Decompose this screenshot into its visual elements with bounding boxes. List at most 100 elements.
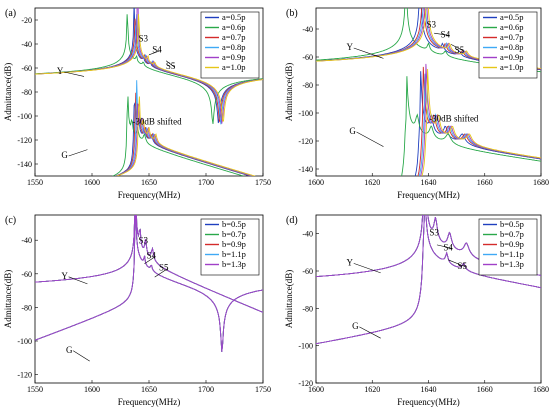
legend: b=0.5pb=0.7pb=0.9pb=1.1pb=1.3p — [200, 218, 260, 276]
annotation-leader — [64, 71, 85, 77]
annotation: S5 — [159, 262, 169, 272]
series-5-G-curve — [35, 215, 263, 341]
series-6-G-curve — [115, 96, 257, 176]
annotation: S4 — [152, 44, 162, 54]
x-tick-label: 1640 — [421, 385, 437, 394]
x-tick-label: 1700 — [198, 385, 214, 394]
x-tick-label: 1680 — [533, 385, 549, 394]
x-tick-label: 1600 — [84, 178, 100, 187]
annotation: S4 — [443, 242, 453, 252]
y-tick-label: -60 — [21, 270, 32, 279]
panel-1: 1550 1600 1650 1700 1750 -140 -120 -100 -80 -60 -4… — [3, 7, 271, 200]
annotation-leader — [353, 263, 381, 274]
legend-entry: b=1.3p — [500, 259, 524, 269]
series-2-Y-curve — [35, 14, 263, 124]
annotation: G — [349, 126, 356, 136]
panel-label: (c) — [5, 215, 16, 226]
annotation: Y — [57, 66, 64, 76]
annotation-leader — [356, 131, 384, 147]
panel-2: 1600 1620 1640 1660 1680 -140 -120 -100 -80 -60 -4… — [284, 7, 549, 200]
legend-entry: b=0.5p — [222, 219, 246, 229]
annotation: -30dB shifted — [429, 113, 479, 123]
legend-entry: b=0.9p — [500, 239, 524, 249]
x-tick-label: 1700 — [198, 178, 214, 187]
x-tick-label: 1750 — [255, 385, 271, 394]
annotation-leader — [165, 60, 175, 68]
annotation-leader — [434, 32, 450, 36]
legend-entry: a=0.6p — [500, 22, 523, 32]
panel-3: 1550 1600 1650 1700 1750 -120 -100 -80 -60 -40 Fre… — [3, 214, 271, 407]
annotation: Y — [347, 42, 354, 52]
legend-entry: a=0.5p — [500, 12, 523, 22]
curves — [35, 215, 263, 352]
y-tick-label: -40 — [302, 230, 313, 239]
y-tick-label: -100 — [298, 342, 313, 351]
x-tick-label: 1660 — [477, 178, 493, 187]
annotation-leader — [359, 326, 381, 339]
legend-box — [478, 218, 538, 276]
panel-4: 1600 1620 1640 1660 1680 -120 -100 -80 -60 -40 Fre… — [284, 214, 549, 407]
y-tick-label: -40 — [302, 25, 313, 34]
y-tick-label: -40 — [21, 40, 32, 49]
legend-entry: a=0.8p — [222, 42, 245, 52]
legend-entry: a=1.0p — [500, 62, 523, 72]
curves — [35, 8, 263, 176]
y-tick-label: -120 — [298, 379, 313, 388]
legend: a=0.5pa=0.6pa=0.7pa=0.8pa=0.9pa=1.0p — [478, 11, 538, 79]
x-axis-label: Frequency(MHz) — [397, 397, 459, 407]
x-tick-label: 1650 — [141, 385, 157, 394]
legend: b=0.5pb=0.7pb=0.9pb=1.1pb=1.3p — [478, 218, 538, 276]
x-tick-label: 1680 — [533, 178, 549, 187]
series-1-G-curve — [414, 71, 541, 176]
x-tick-label: 1600 — [308, 385, 324, 394]
y-tick-label: -40 — [21, 236, 32, 245]
x-axis-label: Frequency(MHz) — [397, 190, 459, 200]
y-tick-label: -80 — [21, 303, 32, 312]
annotation-leader — [436, 244, 453, 249]
annotation: G — [352, 321, 359, 331]
annotation-leader — [450, 44, 464, 52]
y-tick-label: -120 — [17, 371, 32, 380]
x-tick-label: 1620 — [364, 178, 380, 187]
y-axis-label: Admittance(dB) — [3, 270, 13, 328]
series-5-Y-curve — [35, 215, 263, 352]
legend-entry: a=0.5p — [222, 12, 245, 22]
series-6-Y-curve — [35, 14, 263, 122]
legend-entry: a=0.6p — [222, 22, 245, 32]
legend-entry: a=0.7p — [222, 32, 245, 42]
x-tick-label: 1550 — [27, 385, 43, 394]
series-2-G-curve — [111, 96, 245, 176]
annotation: S4 — [441, 29, 451, 39]
annotation: S4 — [147, 251, 157, 261]
x-axis-label: Frequency(MHz) — [118, 190, 180, 200]
x-tick-label: 1640 — [421, 178, 437, 187]
y-tick-label: -100 — [17, 337, 32, 346]
legend-entry: b=1.1p — [500, 249, 524, 259]
annotation: S3 — [427, 20, 437, 30]
legend-entry: a=0.9p — [222, 52, 245, 62]
annotation-leader — [448, 259, 467, 268]
y-tick-label: -140 — [298, 165, 313, 174]
panel-label: (b) — [286, 8, 298, 19]
annotation-leader — [353, 47, 384, 59]
panel-label: (d) — [286, 215, 298, 226]
x-tick-label: 1750 — [255, 178, 271, 187]
legend-entry: a=1.0p — [222, 62, 245, 72]
legend-entry: b=0.9p — [222, 239, 246, 249]
y-tick-label: -20 — [21, 16, 32, 25]
x-tick-label: 1660 — [477, 385, 493, 394]
annotation: G — [66, 345, 73, 355]
series-6-G-curve — [421, 68, 541, 176]
annotation-leader — [144, 256, 156, 264]
series-5-Y-curve — [316, 215, 541, 289]
legend-entry: b=0.7p — [222, 229, 246, 239]
legend-box — [200, 218, 260, 276]
legend-entry: a=0.8p — [500, 42, 523, 52]
annotation: S3 — [139, 34, 149, 44]
y-tick-label: -60 — [302, 267, 313, 276]
y-tick-label: -60 — [21, 64, 32, 73]
x-tick-label: 1600 — [308, 178, 324, 187]
y-tick-label: -100 — [17, 112, 32, 121]
annotation-leader — [154, 268, 168, 278]
y-tick-label: -60 — [302, 53, 313, 62]
